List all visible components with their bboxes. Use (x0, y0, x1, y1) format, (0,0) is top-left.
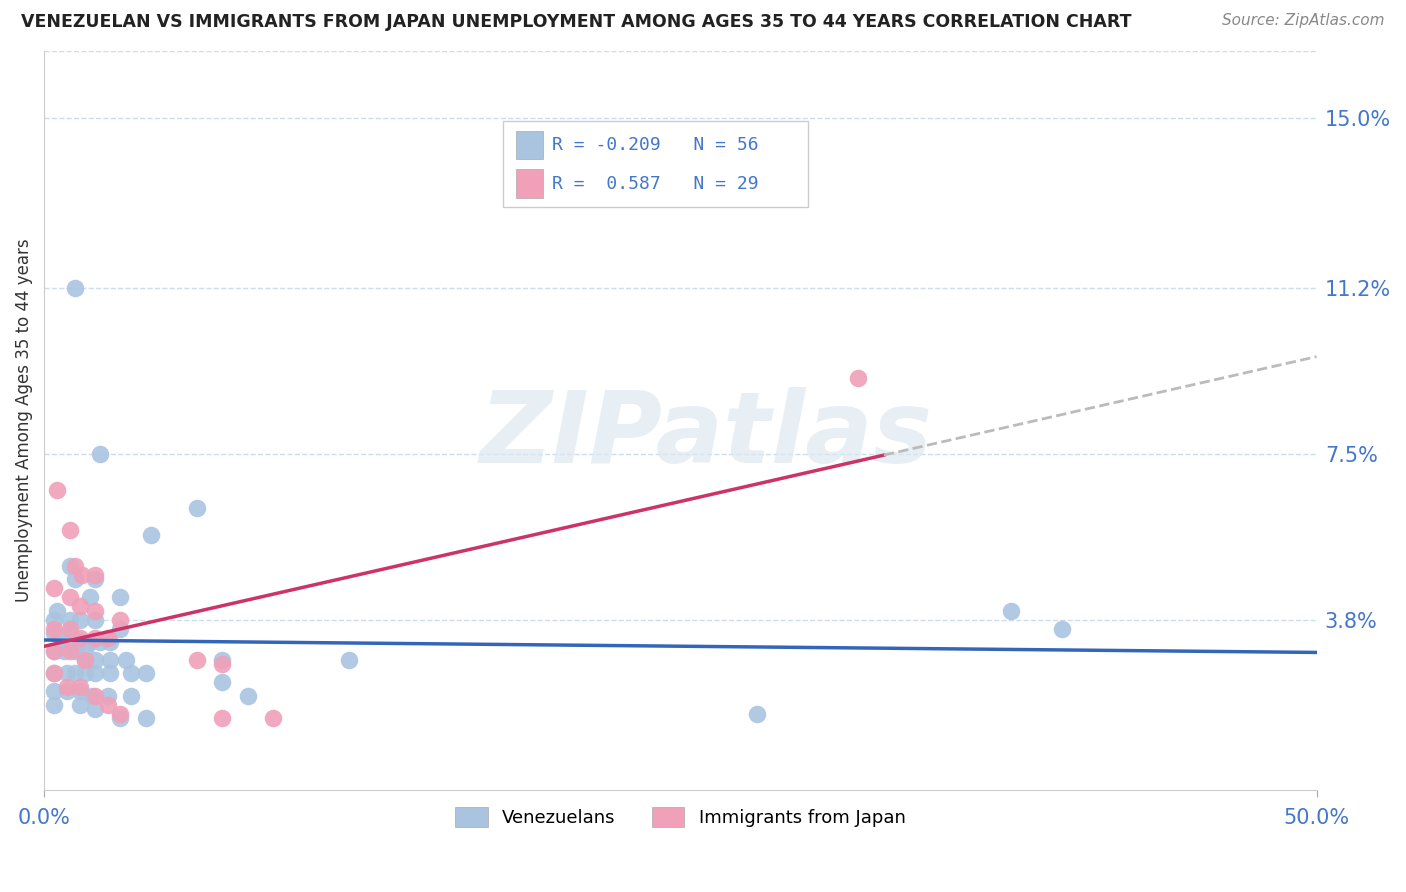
Point (98, 653, 121, 667)
Point (79, 591, 101, 605)
Point (56, 680, 79, 694)
Point (186, 653, 208, 667)
Point (58, 622, 80, 636)
Point (73, 653, 96, 667)
Text: R = -0.209   N = 56: R = -0.209 N = 56 (551, 136, 758, 154)
Point (73, 666, 96, 681)
Point (186, 500, 208, 515)
Point (98, 635, 121, 649)
Point (211, 675, 233, 690)
Point (63, 666, 86, 681)
Point (53, 635, 76, 649)
Point (211, 711, 233, 725)
Point (236, 689, 259, 703)
Point (84, 689, 107, 703)
Point (110, 622, 132, 636)
Point (84, 653, 107, 667)
Point (120, 689, 142, 703)
Text: Source: ZipAtlas.com: Source: ZipAtlas.com (1222, 13, 1385, 29)
Y-axis label: Unemployment Among Ages 35 to 44 years: Unemployment Among Ages 35 to 44 years (15, 238, 32, 602)
Point (745, 706, 768, 721)
Point (69, 599, 91, 614)
Point (120, 666, 142, 681)
Point (262, 711, 284, 725)
Point (69, 613, 91, 627)
Point (58, 626, 80, 640)
Point (72, 567, 94, 582)
Point (44, 626, 66, 640)
Point (58, 613, 80, 627)
Point (97, 698, 120, 712)
Point (58, 591, 80, 605)
Point (89, 447, 111, 461)
Point (63, 281, 86, 295)
Point (110, 613, 132, 627)
Point (58, 558, 80, 573)
Point (58, 644, 80, 658)
Point (44, 582, 66, 596)
Text: ZIPatlas: ZIPatlas (479, 386, 932, 483)
Point (84, 572, 107, 586)
Point (84, 613, 107, 627)
Point (44, 666, 66, 681)
Point (63, 644, 86, 658)
Point (44, 613, 66, 627)
Point (58, 523, 80, 537)
Point (1050, 622, 1073, 636)
Point (63, 572, 86, 586)
Point (56, 666, 79, 681)
Point (69, 698, 91, 712)
Point (139, 527, 162, 541)
Text: VENEZUELAN VS IMMIGRANTS FROM JAPAN UNEMPLOYMENT AMONG AGES 35 TO 44 YEARS CORRE: VENEZUELAN VS IMMIGRANTS FROM JAPAN UNEM… (21, 13, 1132, 31)
Point (110, 706, 132, 721)
Point (84, 604, 107, 618)
Point (135, 666, 157, 681)
Point (84, 666, 107, 681)
Point (339, 653, 361, 667)
Point (97, 689, 120, 703)
Text: R =  0.587   N = 29: R = 0.587 N = 29 (551, 175, 758, 193)
Point (97, 631, 120, 645)
Point (135, 711, 157, 725)
Point (44, 666, 66, 681)
Point (82, 689, 104, 703)
Point (79, 635, 101, 649)
Point (56, 684, 79, 698)
Point (848, 370, 870, 384)
Point (44, 644, 66, 658)
Point (211, 657, 233, 672)
Point (63, 558, 86, 573)
Point (84, 702, 107, 716)
Point (110, 591, 132, 605)
Point (69, 680, 91, 694)
Point (53, 644, 76, 658)
Point (44, 644, 66, 658)
Point (114, 653, 136, 667)
Point (45, 483, 67, 497)
Point (69, 631, 91, 645)
Point (73, 644, 96, 658)
Point (44, 622, 66, 636)
Point (44, 698, 66, 712)
Legend: Venezuelans, Immigrants from Japan: Venezuelans, Immigrants from Japan (446, 798, 914, 837)
Point (110, 711, 132, 725)
Point (69, 684, 91, 698)
Point (69, 635, 91, 649)
Point (89, 635, 111, 649)
Point (73, 653, 96, 667)
Point (45, 604, 67, 618)
Point (1000, 604, 1022, 618)
Point (211, 653, 233, 667)
Point (84, 631, 107, 645)
Point (44, 684, 66, 698)
Point (84, 567, 107, 582)
Point (98, 666, 121, 681)
